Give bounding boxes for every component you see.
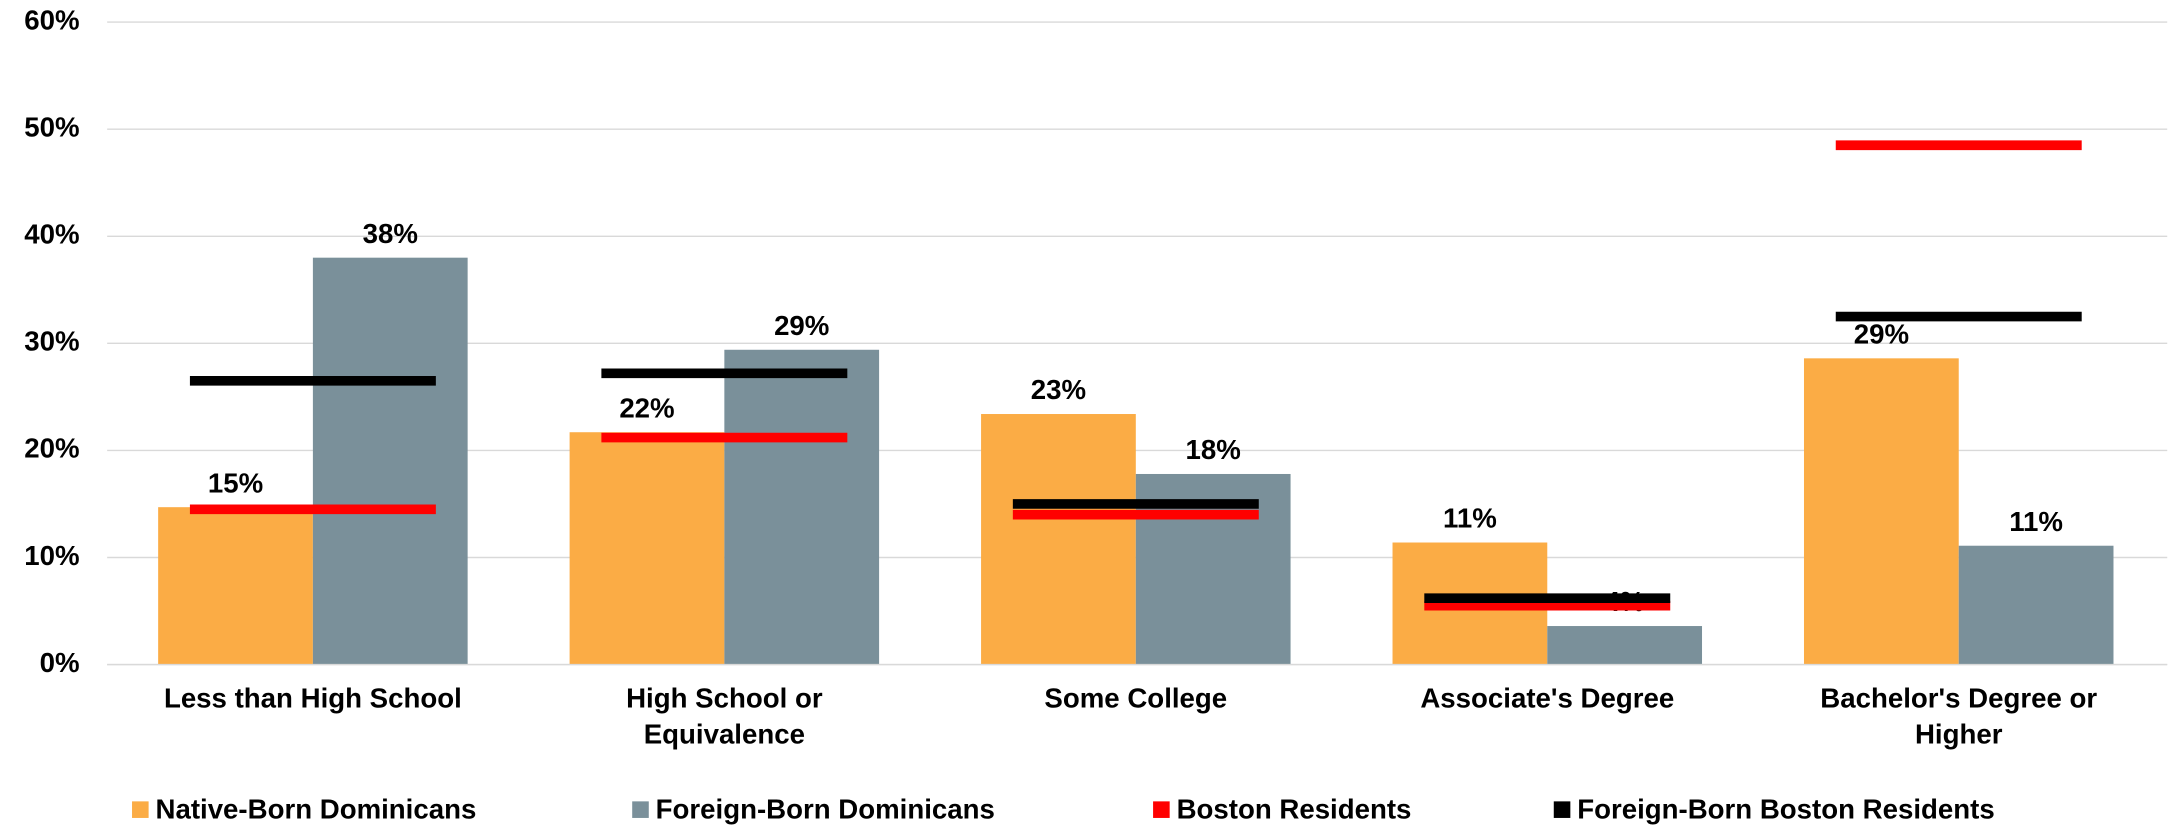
value-label: 23% [1031,374,1086,405]
value-label: 29% [774,310,829,341]
value-label: 11% [1443,503,1497,534]
bar [569,432,725,665]
value-label: 18% [1186,434,1241,465]
bar [724,349,880,665]
legend-swatch [132,801,149,818]
x-label-box: Associate's Degree [1420,683,1675,715]
x-label-box: Bachelor's Degree or Higher [1820,683,2098,751]
x-tick-label: High School or Equivalence [626,683,823,751]
value-label: 22% [619,392,674,423]
value-label: 29% [1854,319,1909,350]
bar [158,507,313,665]
value-label: 38% [363,218,418,249]
x-tick-label: Some College [1044,683,1228,715]
y-tick-label: 0% [40,647,80,678]
legend-swatch [1553,801,1571,818]
x-tick-label: Associate's Degree [1420,683,1675,715]
y-tick-label: 40% [24,219,79,250]
value-label: 15% [208,467,263,498]
y-tick-label: 20% [24,433,79,464]
legend-label: Foreign-Born Dominicans [656,793,995,824]
x-label-box: Less than High School [163,683,462,715]
bar [312,257,468,665]
x-label-box: High School or Equivalence [626,683,823,751]
bar [1803,358,1959,665]
value-label: 11% [2009,506,2063,537]
legend-label: Native-Born Dominicans [156,793,477,824]
bar [1958,545,2114,665]
x-label-box: Some College [1044,683,1228,715]
bar [981,414,1136,665]
x-tick-label: Less than High School [163,683,462,715]
y-tick-label: 60% [24,4,79,35]
bar [1547,626,1703,665]
legend-swatch [632,801,649,818]
legend-swatch [1153,801,1170,818]
y-tick-label: 30% [24,326,79,357]
y-tick-label: 10% [24,540,79,571]
legend-label: Foreign-Born Boston Residents [1577,793,1994,824]
x-tick-label: Bachelor's Degree or Higher [1820,683,2098,751]
y-tick-label: 50% [24,111,79,142]
legend-label: Boston Residents [1177,793,1412,824]
